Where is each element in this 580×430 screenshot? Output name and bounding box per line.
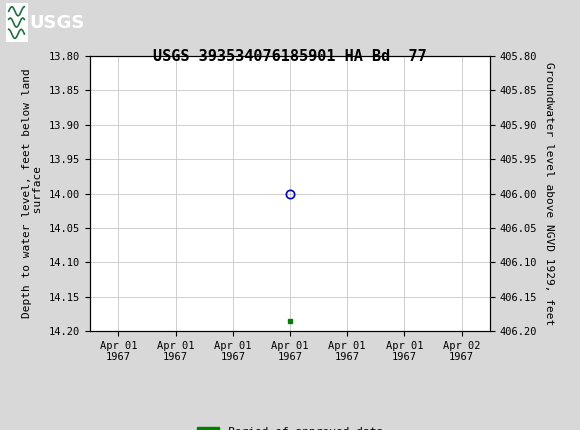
Legend: Period of approved data: Period of approved data bbox=[193, 422, 387, 430]
Y-axis label: Groundwater level above NGVD 1929, feet: Groundwater level above NGVD 1929, feet bbox=[544, 62, 554, 325]
Y-axis label: Depth to water level, feet below land
 surface: Depth to water level, feet below land su… bbox=[22, 69, 44, 318]
Text: USGS 393534076185901 HA Bd  77: USGS 393534076185901 HA Bd 77 bbox=[153, 49, 427, 64]
Bar bbox=[6, 3, 28, 43]
Text: USGS: USGS bbox=[29, 14, 84, 31]
